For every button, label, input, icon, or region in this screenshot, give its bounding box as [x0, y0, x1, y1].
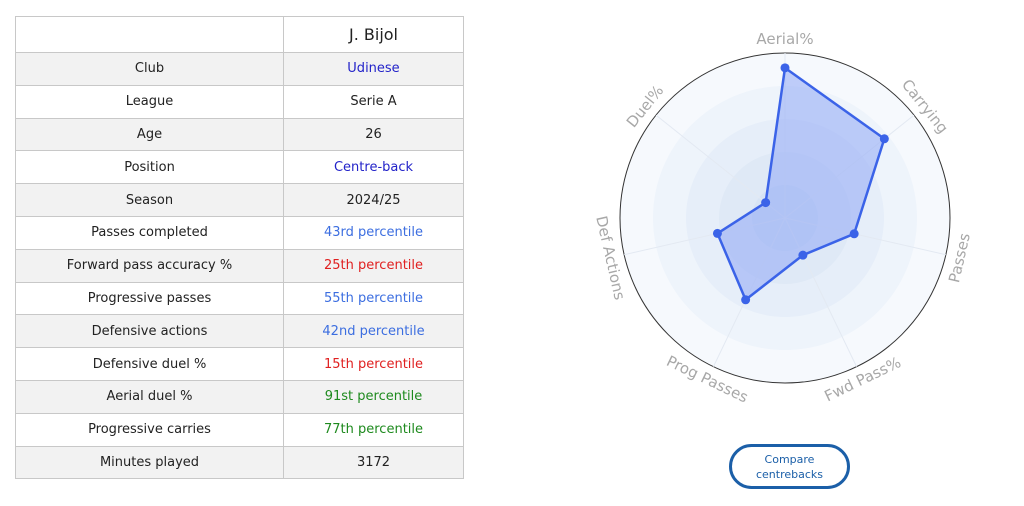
stat-value: 3172 — [283, 445, 464, 480]
table-row: Progressive carries 77th percentile — [15, 412, 464, 447]
table-row: Defensive duel % 15th percentile — [15, 347, 464, 381]
table-row: Season 2024/25 — [15, 183, 464, 217]
stat-label: League — [15, 84, 284, 119]
radar-point-5 — [712, 228, 722, 238]
table-row: Passes completed 43rd percentile — [15, 215, 464, 250]
header-blank-cell — [15, 16, 284, 53]
table-row: Age 26 — [15, 117, 464, 152]
stat-value: 77th percentile — [283, 412, 464, 447]
table-row: Club Udinese — [15, 52, 464, 86]
radar-point-1 — [879, 134, 889, 144]
radar-point-4 — [741, 295, 751, 305]
radar-point-2 — [849, 229, 859, 239]
stat-label: Forward pass accuracy % — [15, 248, 284, 283]
table-row: Aerial duel % 91st percentile — [15, 379, 464, 414]
stat-label: Progressive carries — [15, 412, 284, 447]
table-row: Forward pass accuracy % 25th percentile — [15, 248, 464, 283]
stat-value: Serie A — [283, 84, 464, 119]
stat-label: Age — [15, 117, 284, 152]
stat-value: 25th percentile — [283, 248, 464, 283]
table-row: Defensive actions 42nd percentile — [15, 314, 464, 349]
table-row: League Serie A — [15, 84, 464, 119]
radar-series-area — [716, 66, 886, 302]
radar-axis-label: Passes — [945, 231, 974, 284]
radar-point-0 — [780, 63, 790, 73]
player-stats-table: J. Bijol Club Udinese League Serie A Age 26 Pos… — [15, 16, 464, 480]
stat-label: Passes completed — [15, 215, 284, 250]
stat-value: 43rd percentile — [283, 215, 464, 250]
stat-value: 15th percentile — [283, 347, 464, 381]
table-row: Minutes played 3172 — [15, 445, 464, 480]
radar-point-3 — [798, 250, 808, 260]
table-header-row: J. Bijol — [15, 16, 464, 53]
stat-value: Centre-back — [283, 150, 464, 185]
player-name: J. Bijol — [283, 16, 464, 53]
stat-value: 2024/25 — [283, 183, 464, 217]
stat-label: Minutes played — [15, 445, 284, 480]
compare-button-label: Compare centrebacks — [755, 452, 824, 481]
radar-point-6 — [761, 198, 771, 208]
stat-label: Position — [15, 150, 284, 185]
radar-axis-label: Aerial% — [756, 30, 813, 48]
stat-value: Udinese — [283, 52, 464, 86]
table-row: Position Centre-back — [15, 150, 464, 185]
table-row: Progressive passes 55th percentile — [15, 281, 464, 316]
stat-value: 55th percentile — [283, 281, 464, 316]
stat-value: 91st percentile — [283, 379, 464, 414]
stat-label: Defensive actions — [15, 314, 284, 349]
stat-label: Aerial duel % — [15, 379, 284, 414]
compare-centrebacks-button[interactable]: Compare centrebacks — [729, 444, 850, 489]
stat-label: Progressive passes — [15, 281, 284, 316]
stat-value: 42nd percentile — [283, 314, 464, 349]
stat-label: Defensive duel % — [15, 347, 284, 381]
stat-label: Season — [15, 183, 284, 217]
stat-value: 26 — [283, 117, 464, 152]
stat-label: Club — [15, 52, 284, 86]
